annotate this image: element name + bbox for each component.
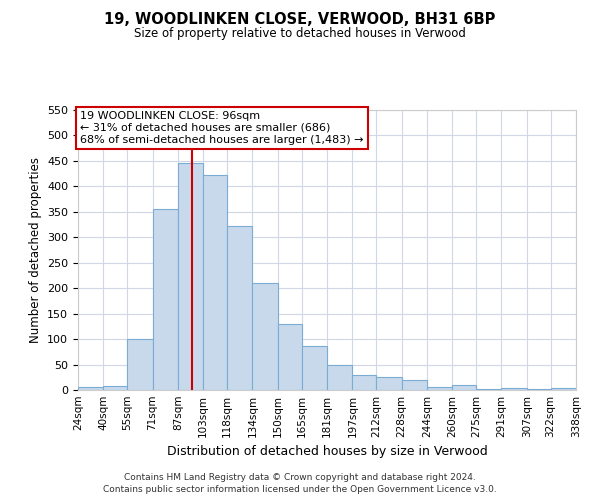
- Bar: [352, 375, 376, 390]
- Bar: [376, 378, 401, 390]
- Bar: [302, 346, 327, 390]
- Bar: [152, 210, 178, 390]
- Bar: [427, 387, 452, 390]
- X-axis label: Distribution of detached houses by size in Verwood: Distribution of detached houses by size …: [167, 446, 487, 458]
- Bar: [278, 324, 302, 390]
- Text: 19 WOODLINKEN CLOSE: 96sqm
← 31% of detached houses are smaller (686)
68% of sem: 19 WOODLINKEN CLOSE: 96sqm ← 31% of deta…: [80, 112, 364, 144]
- Bar: [327, 365, 352, 390]
- Bar: [227, 226, 253, 390]
- Bar: [178, 163, 203, 390]
- Bar: [127, 338, 152, 390]
- Bar: [103, 386, 127, 390]
- Bar: [452, 385, 476, 390]
- Bar: [253, 283, 278, 390]
- Text: Size of property relative to detached houses in Verwood: Size of property relative to detached ho…: [134, 28, 466, 40]
- Bar: [203, 175, 227, 390]
- Text: 19, WOODLINKEN CLOSE, VERWOOD, BH31 6BP: 19, WOODLINKEN CLOSE, VERWOOD, BH31 6BP: [104, 12, 496, 28]
- Text: Contains HM Land Registry data © Crown copyright and database right 2024.: Contains HM Land Registry data © Crown c…: [124, 474, 476, 482]
- Bar: [502, 388, 527, 390]
- Y-axis label: Number of detached properties: Number of detached properties: [29, 157, 41, 343]
- Text: Contains public sector information licensed under the Open Government Licence v3: Contains public sector information licen…: [103, 485, 497, 494]
- Bar: [401, 380, 427, 390]
- Bar: [551, 388, 576, 390]
- Bar: [78, 388, 103, 390]
